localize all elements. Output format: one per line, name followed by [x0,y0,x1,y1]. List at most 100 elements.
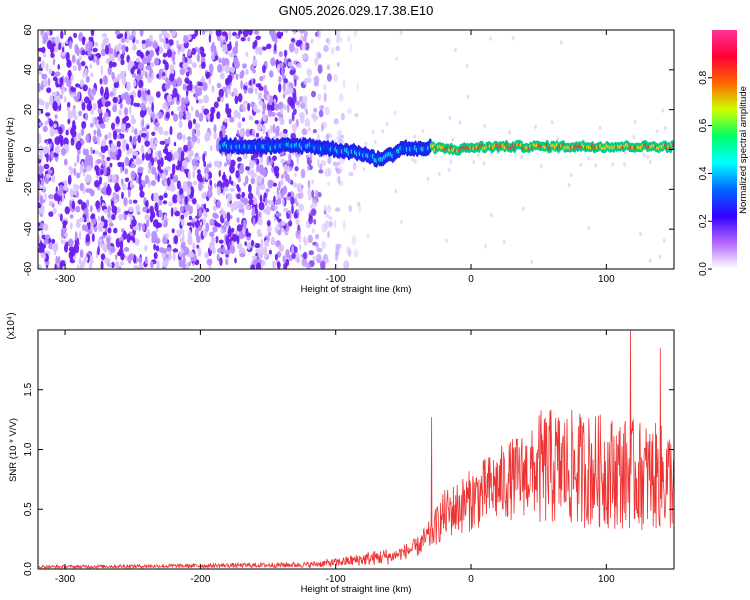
spectrogram-noise-cell [132,151,139,156]
spectrogram-noise-cell [97,108,103,114]
spectrogram-noise-cell [144,256,148,265]
spectrogram-noise-cell [187,139,192,150]
spectrogram-noise-cell [176,77,183,87]
spectrogram-noise-cell [212,212,218,219]
snr-x-label: Height of straight line (km) [301,584,412,595]
spectrogram-noise-cell [226,211,231,222]
spectrogram-noise-cell [111,214,116,221]
spectrogram-noise-cell [181,97,186,106]
spectrogram-noise-cell [135,102,141,108]
spectrogram-noise-cell [177,44,181,51]
spectrogram-noise-cell [277,229,282,236]
spectrogram-noise-cell [232,182,237,187]
spectrogram-noise-cell [179,68,185,76]
spectrogram-noise-cell [274,205,278,211]
spectrogram-noise-cell [144,140,150,147]
spectrogram-noise-cell [166,101,171,106]
spectrogram-noise-cell [168,201,173,207]
spectrogram-noise-cell [46,87,52,94]
spectrogram-noise-cell [239,253,246,258]
spectrogram-noise-cell [73,135,78,144]
spectrogram-noise-cell [221,44,228,53]
spectrogram-noise-cell [75,184,80,191]
spectrogram-noise-cell [253,103,258,113]
spectrogram-noise-cell [320,160,327,166]
spectrogram-noise-cell [274,103,280,111]
spectrogram-noise-cell [51,238,56,245]
spectrogram-noise-cell [237,176,241,183]
spectrogram-noise-cell [56,43,59,50]
spectrogram-noise-cell [166,165,171,171]
spectrogram-noise-cell [208,30,213,36]
spectrogram-noise-cell [194,122,201,130]
spectrogram-noise-cell [249,158,255,169]
spectrogram-noise-cell [176,105,182,112]
spectrogram-noise-cell [73,32,77,39]
spectrogram-noise-cell [75,218,81,229]
spectrogram-noise-cell [188,215,193,221]
spectrogram-noise-cell [236,242,242,250]
spectrogram-noise-cell [313,107,318,113]
spectrogram-noise-cell [306,262,311,269]
spectrogram-noise-cell [346,245,351,255]
spectrogram-noise-cell [106,156,111,162]
spectrogram-noise-cell [252,69,256,74]
spectrogram-noise-cell [75,83,80,88]
spectrogram-noise-cell [208,63,214,74]
spectrogram-noise-cell [349,42,352,52]
spectrogram-noise-cell [290,196,295,206]
spectrogram-noise-cell [209,218,215,226]
colorbar: 0.0 0.2 0.4 0.6 0.8 Normalized spectral ampl… [698,30,749,276]
spectrogram-noise-cell [307,188,311,196]
spectrogram-noise-cell [182,62,189,70]
spectrogram-noise-cell [192,242,196,250]
spectrogram-noise-cell [141,127,147,132]
spectrogram-noise-cell [287,103,290,113]
spectrogram-noise-cell [151,72,154,81]
spectrogram-noise-cell [271,101,275,111]
spectrogram-noise-cell [127,61,132,72]
spectrogram-noise-cell [283,104,288,111]
spectrogram-noise-cell [299,30,305,34]
spectrogram-noise-cell [178,120,183,129]
spectrogram-noise-cell [313,75,320,85]
spectrogram-noise-cell [178,110,184,120]
spectrogram-noise-cell [57,42,62,51]
spectrogram-noise-cell [280,108,284,115]
spectrogram-noise-cell [243,197,249,206]
spectrogram-noise-cell [102,159,106,168]
spectrogram-noise-cell [192,255,197,262]
spectrogram-noise-cell [239,107,244,113]
spectrogram-noise-cell [40,109,44,114]
spectrogram-noise-cell [80,60,86,67]
spectrogram-noise-cell [97,238,103,243]
spectrogram-noise-cell [263,84,268,94]
spectrogram-noise-cell [234,257,237,264]
spectrogram-noise-cell [300,102,306,109]
spectrogram-noise-cell [224,178,230,188]
spectrogram-noise-cell [458,120,462,125]
spectrogram-noise-cell [111,61,117,68]
spectrogram-noise-cell [273,165,280,173]
spectrogram-noise-cell [38,136,41,142]
spectrogram-noise-cell [93,41,99,47]
spectrogram-noise-cell [247,170,252,176]
spectrogram-noise-cell [42,223,49,231]
spectrogram-noise-cell [222,171,226,182]
spectrogram-noise-cell [43,163,50,170]
spectrogram-noise-cell [54,242,59,252]
spectrogram-noise-cell [86,211,89,219]
spectrogram-noise-cell [124,177,130,183]
spectrogram-noise-cell [274,253,278,261]
spectrogram-noise-cell [281,221,286,226]
spectrogram-noise-cell [163,37,166,46]
spectrogram-noise-cell [120,123,126,132]
spectrogram-noise-cell [85,188,92,193]
spectrogram-noise-cell [312,255,317,262]
spectrogram-noise-cell [484,244,487,249]
spectrogram-noise-cell [252,217,256,227]
spectrogram-noise-cell [161,171,166,181]
spectrogram-noise-cell [141,118,145,128]
spectrogram-noise-cell [59,77,64,85]
spectrogram-noise-cell [55,255,58,266]
